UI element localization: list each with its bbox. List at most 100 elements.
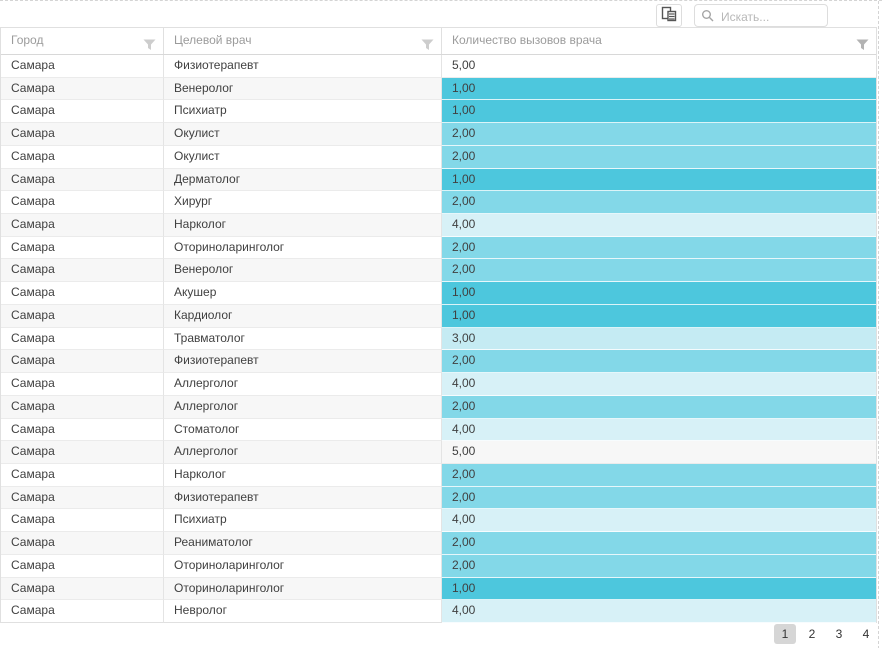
cell-city[interactable]: Самара [1, 350, 164, 374]
cell-doctor[interactable]: Венеролог [164, 259, 442, 283]
cell-city[interactable]: Самара [1, 214, 164, 237]
cell-call-count[interactable]: 4,00 [442, 214, 876, 237]
filter-icon[interactable] [421, 35, 434, 54]
cell-city[interactable]: Самара [1, 532, 164, 555]
table-row[interactable]: Самара Оториноларинголог 2,00 [1, 554, 876, 578]
cell-doctor[interactable]: Нарколог [164, 214, 442, 237]
cell-city[interactable]: Самара [1, 395, 164, 419]
cell-city[interactable]: Самара [1, 327, 164, 351]
cell-doctor[interactable]: Физиотерапевт [164, 55, 442, 78]
search-input[interactable] [719, 6, 827, 27]
filter-icon[interactable] [143, 35, 156, 54]
column-header-doctor[interactable]: Целевой врач [164, 28, 442, 54]
cell-doctor[interactable]: Невролог [164, 600, 442, 623]
cell-call-count[interactable]: 4,00 [442, 373, 876, 396]
table-row[interactable]: Самара Аллерголог 5,00 [1, 441, 876, 464]
cell-call-count[interactable]: 2,00 [442, 486, 876, 510]
table-row[interactable]: Самара Аллерголог 4,00 [1, 373, 876, 396]
table-row[interactable]: Самара Дерматолог 1,00 [1, 168, 876, 192]
cell-city[interactable]: Самара [1, 191, 164, 215]
cell-call-count[interactable]: 4,00 [442, 418, 876, 442]
cell-call-count[interactable]: 1,00 [442, 577, 876, 601]
cell-city[interactable]: Самара [1, 100, 164, 124]
pager-page-1[interactable]: 1 [774, 624, 796, 644]
table-row[interactable]: Самара Травматолог 3,00 [1, 327, 876, 351]
cell-call-count[interactable]: 2,00 [442, 532, 876, 555]
cell-call-count[interactable]: 1,00 [442, 304, 876, 328]
cell-call-count[interactable]: 5,00 [442, 441, 876, 464]
cell-call-count[interactable]: 2,00 [442, 259, 876, 283]
cell-doctor[interactable]: Дерматолог [164, 168, 442, 192]
pager-page-3[interactable]: 3 [835, 627, 843, 641]
cell-doctor[interactable]: Нарколог [164, 463, 442, 487]
table-row[interactable]: Самара Реаниматолог 2,00 [1, 532, 876, 555]
cell-call-count[interactable]: 4,00 [442, 509, 876, 533]
table-row[interactable]: Самара Оториноларинголог 1,00 [1, 577, 876, 601]
cell-city[interactable]: Самара [1, 554, 164, 578]
cell-city[interactable]: Самара [1, 486, 164, 510]
cell-city[interactable]: Самара [1, 168, 164, 192]
cell-call-count[interactable]: 2,00 [442, 463, 876, 487]
cell-call-count[interactable]: 2,00 [442, 554, 876, 578]
cell-city[interactable]: Самара [1, 509, 164, 533]
cell-city[interactable]: Самара [1, 441, 164, 464]
column-chooser-button[interactable] [656, 4, 682, 27]
cell-city[interactable]: Самара [1, 373, 164, 396]
cell-doctor[interactable]: Окулист [164, 145, 442, 169]
cell-city[interactable]: Самара [1, 259, 164, 283]
table-row[interactable]: Самара Нарколог 4,00 [1, 214, 876, 237]
cell-doctor[interactable]: Травматолог [164, 327, 442, 351]
cell-doctor[interactable]: Оториноларинголог [164, 236, 442, 260]
table-row[interactable]: Самара Физиотерапевт 5,00 [1, 55, 876, 78]
cell-call-count[interactable]: 2,00 [442, 123, 876, 146]
cell-doctor[interactable]: Оториноларинголог [164, 577, 442, 601]
cell-call-count[interactable]: 1,00 [442, 168, 876, 192]
table-row[interactable]: Самара Хирург 2,00 [1, 191, 876, 215]
table-row[interactable]: Самара Окулист 2,00 [1, 145, 876, 169]
cell-call-count[interactable]: 2,00 [442, 236, 876, 260]
cell-call-count[interactable]: 3,00 [442, 327, 876, 351]
cell-call-count[interactable]: 5,00 [442, 55, 876, 78]
cell-doctor[interactable]: Хирург [164, 191, 442, 215]
table-row[interactable]: Самара Акушер 1,00 [1, 282, 876, 305]
column-header-call-count[interactable]: Количество вызовов врача [442, 28, 876, 54]
cell-city[interactable]: Самара [1, 418, 164, 442]
cell-call-count[interactable]: 1,00 [442, 77, 876, 101]
table-row[interactable]: Самара Психиатр 4,00 [1, 509, 876, 533]
cell-call-count[interactable]: 1,00 [442, 282, 876, 305]
cell-city[interactable]: Самара [1, 282, 164, 305]
pager-page-4[interactable]: 4 [862, 627, 870, 641]
table-row[interactable]: Самара Физиотерапевт 2,00 [1, 350, 876, 374]
cell-doctor[interactable]: Акушер [164, 282, 442, 305]
cell-doctor[interactable]: Стоматолог [164, 418, 442, 442]
cell-doctor[interactable]: Аллерголог [164, 441, 442, 464]
table-row[interactable]: Самара Физиотерапевт 2,00 [1, 486, 876, 510]
table-row[interactable]: Самара Оториноларинголог 2,00 [1, 236, 876, 260]
cell-city[interactable]: Самара [1, 123, 164, 146]
cell-city[interactable]: Самара [1, 600, 164, 623]
table-row[interactable]: Самара Психиатр 1,00 [1, 100, 876, 124]
cell-city[interactable]: Самара [1, 55, 164, 78]
cell-call-count[interactable]: 2,00 [442, 145, 876, 169]
table-row[interactable]: Самара Стоматолог 4,00 [1, 418, 876, 442]
filter-icon[interactable] [856, 35, 869, 54]
table-row[interactable]: Самара Венеролог 2,00 [1, 259, 876, 283]
cell-doctor[interactable]: Реаниматолог [164, 532, 442, 555]
cell-call-count[interactable]: 2,00 [442, 191, 876, 215]
table-row[interactable]: Самара Венеролог 1,00 [1, 77, 876, 101]
table-row[interactable]: Самара Невролог 4,00 [1, 600, 876, 623]
cell-call-count[interactable]: 2,00 [442, 395, 876, 419]
cell-doctor[interactable]: Аллерголог [164, 395, 442, 419]
cell-doctor[interactable]: Аллерголог [164, 373, 442, 396]
cell-city[interactable]: Самара [1, 463, 164, 487]
cell-doctor[interactable]: Физиотерапевт [164, 350, 442, 374]
cell-doctor[interactable]: Психиатр [164, 509, 442, 533]
cell-doctor[interactable]: Оториноларинголог [164, 554, 442, 578]
column-header-city[interactable]: Город [1, 28, 164, 54]
cell-city[interactable]: Самара [1, 145, 164, 169]
table-row[interactable]: Самара Нарколог 2,00 [1, 463, 876, 487]
cell-doctor[interactable]: Психиатр [164, 100, 442, 124]
cell-doctor[interactable]: Венеролог [164, 77, 442, 101]
cell-city[interactable]: Самара [1, 577, 164, 601]
table-row[interactable]: Самара Окулист 2,00 [1, 123, 876, 146]
